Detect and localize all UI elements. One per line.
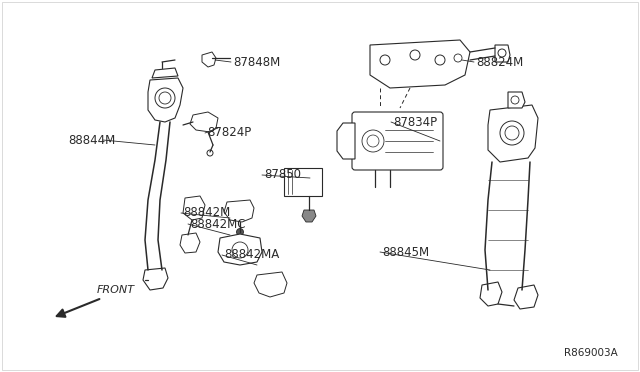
- Polygon shape: [190, 112, 218, 132]
- Text: 88844M: 88844M: [68, 134, 115, 147]
- Text: 87850: 87850: [264, 169, 301, 182]
- Circle shape: [237, 228, 243, 235]
- Circle shape: [505, 126, 519, 140]
- Polygon shape: [495, 45, 510, 62]
- Polygon shape: [143, 268, 168, 290]
- Circle shape: [367, 135, 379, 147]
- Text: FRONT: FRONT: [97, 285, 135, 295]
- Polygon shape: [370, 40, 470, 88]
- Text: 88842MA: 88842MA: [224, 248, 279, 262]
- Polygon shape: [183, 196, 205, 220]
- Circle shape: [454, 54, 462, 62]
- Polygon shape: [180, 233, 200, 253]
- Polygon shape: [254, 272, 287, 297]
- Bar: [284, 168, 322, 196]
- FancyBboxPatch shape: [352, 112, 443, 170]
- Polygon shape: [337, 123, 355, 159]
- Circle shape: [380, 55, 390, 65]
- Circle shape: [155, 88, 175, 108]
- Circle shape: [232, 242, 248, 258]
- Text: R869003A: R869003A: [564, 348, 618, 358]
- Text: 88845M: 88845M: [382, 246, 429, 259]
- Circle shape: [159, 92, 171, 104]
- Text: 88842MC: 88842MC: [190, 218, 246, 231]
- Polygon shape: [514, 285, 538, 309]
- Text: 88824M: 88824M: [476, 55, 524, 68]
- Polygon shape: [480, 282, 502, 306]
- Polygon shape: [152, 68, 178, 78]
- Circle shape: [435, 55, 445, 65]
- Text: 88842M: 88842M: [183, 206, 230, 219]
- Text: 87834P: 87834P: [393, 115, 437, 128]
- Circle shape: [207, 150, 213, 156]
- Polygon shape: [508, 92, 525, 108]
- Circle shape: [500, 121, 524, 145]
- Circle shape: [362, 130, 384, 152]
- Circle shape: [498, 49, 506, 57]
- Polygon shape: [488, 105, 538, 162]
- Text: 87848M: 87848M: [233, 55, 280, 68]
- Circle shape: [410, 50, 420, 60]
- Text: 87824P: 87824P: [207, 126, 252, 140]
- Polygon shape: [302, 210, 316, 222]
- Polygon shape: [148, 78, 183, 122]
- Circle shape: [511, 96, 519, 104]
- Polygon shape: [202, 52, 216, 67]
- Polygon shape: [224, 200, 254, 222]
- Polygon shape: [218, 234, 262, 265]
